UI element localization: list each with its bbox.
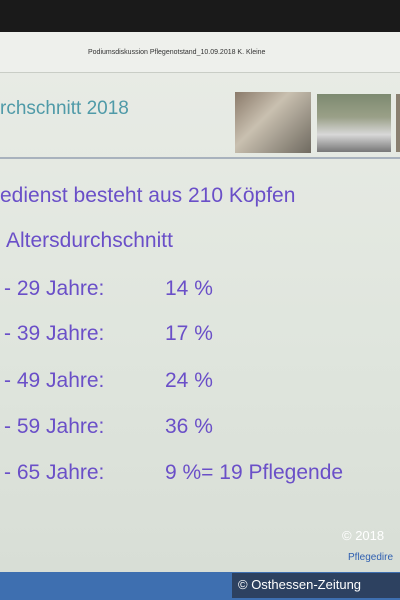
share: 9 %= 19 Pflegende bbox=[165, 461, 344, 484]
author: Pflegedire bbox=[348, 552, 394, 563]
header-text: Podiumsdiskussion Pflegenotstand_10.09.2… bbox=[88, 49, 266, 56]
photo bbox=[235, 92, 311, 153]
divider bbox=[0, 157, 400, 159]
share: 24 % bbox=[165, 369, 213, 392]
share: 14 % bbox=[165, 277, 213, 300]
slide-title: rchschnitt 2018 bbox=[0, 98, 129, 119]
slide-header: Podiumsdiskussion Pflegenotstand_10.09.2… bbox=[0, 32, 400, 73]
share: 36 % bbox=[165, 415, 213, 438]
subtitle: Altersdurchschnitt bbox=[6, 229, 173, 252]
slide: Podiumsdiskussion Pflegenotstand_10.09.2… bbox=[0, 32, 400, 574]
credit-box bbox=[232, 573, 400, 598]
age-group: - 39 Jahre: bbox=[4, 322, 105, 345]
photo bbox=[396, 94, 400, 152]
copyright: © 2018 bbox=[342, 528, 385, 543]
intro: edienst besteht aus 210 Köpfen bbox=[0, 184, 296, 207]
age-group: - 49 Jahre: bbox=[4, 369, 105, 392]
photo bbox=[317, 94, 391, 152]
age-group: - 59 Jahre: bbox=[4, 415, 105, 438]
age-group: - 29 Jahre: bbox=[4, 277, 105, 300]
age-group: - 65 Jahre: bbox=[4, 461, 105, 484]
credit: © Osthessen-Zeitung bbox=[238, 577, 362, 592]
share: 17 % bbox=[165, 322, 213, 345]
